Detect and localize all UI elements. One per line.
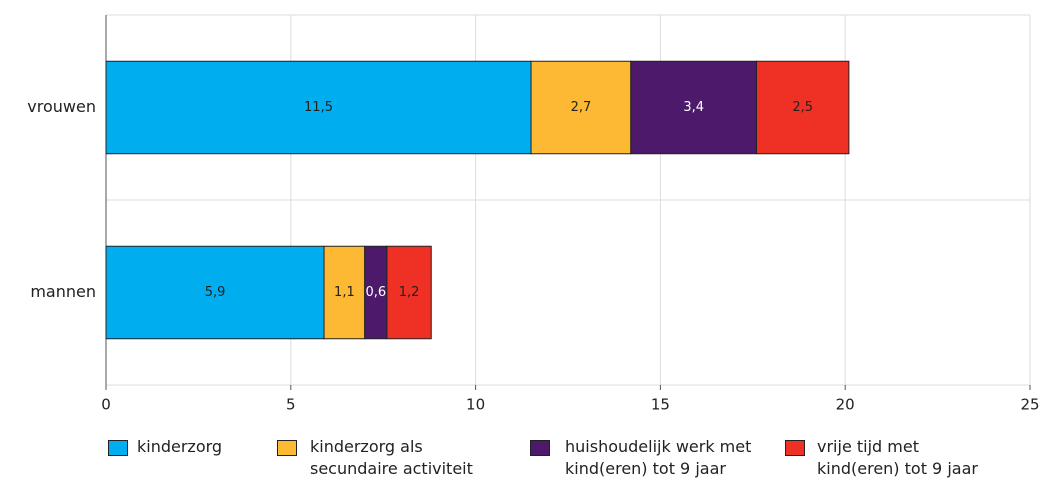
- legend-label: huishoudelijk werk met kind(eren) tot 9 …: [565, 437, 752, 478]
- legend-label: vrije tijd met kind(eren) tot 9 jaar: [817, 437, 978, 478]
- legend-swatch: [530, 440, 550, 456]
- data-label: 1,1: [334, 285, 355, 300]
- legend-label: kinderzorg: [137, 437, 223, 456]
- bar-segment: [105, 60, 532, 155]
- legend-label: kinderzorg als secundaire activiteit: [310, 437, 473, 478]
- bar-segment: [755, 60, 850, 155]
- data-label: 1,2: [399, 285, 420, 300]
- x-tick-label: 20: [836, 396, 855, 414]
- x-tick-label: 15: [651, 396, 670, 414]
- data-label: 5,9: [205, 285, 226, 300]
- chart: 0 5 10 15 20 25 vrouwen 11,5 2,7 3,4 2,5 mannen 5,9 1…: [27, 14, 1040, 414]
- y-tick-label: mannen: [30, 282, 96, 301]
- bar-segment: [323, 245, 366, 340]
- x-tick-label: 10: [466, 396, 485, 414]
- x-tick-label: 5: [286, 396, 296, 414]
- x-tick-label: 0: [101, 396, 111, 414]
- legend-swatch: [108, 440, 128, 456]
- bar-segment: [105, 245, 325, 340]
- data-label: 2,7: [571, 100, 592, 115]
- bar-segment: [630, 60, 757, 155]
- legend-swatch: [277, 440, 297, 456]
- data-label: 0,6: [365, 285, 386, 300]
- legend-swatch: [785, 440, 805, 456]
- y-tick-label: vrouwen: [27, 97, 96, 116]
- x-tick-label: 25: [1020, 396, 1039, 414]
- data-label: 3,4: [683, 100, 704, 115]
- data-label: 11,5: [304, 100, 333, 115]
- bar-segment: [386, 245, 432, 340]
- data-label: 2,5: [792, 100, 813, 115]
